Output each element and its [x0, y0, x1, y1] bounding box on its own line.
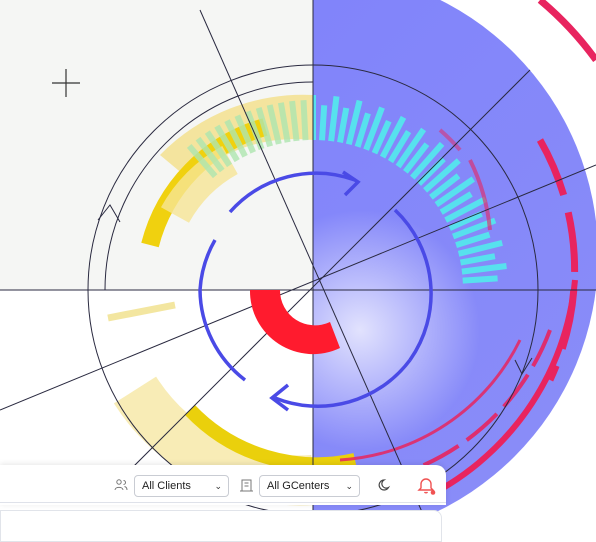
tick-mark [461, 263, 507, 275]
tick-mark [354, 112, 371, 148]
tick-mark [345, 99, 363, 146]
users-icon [114, 479, 128, 491]
tick-mark [448, 211, 483, 231]
clients-select[interactable]: All Clients ⌄ [134, 475, 229, 497]
tick-mark [363, 106, 385, 151]
tick-mark [387, 130, 412, 164]
tick-mark [459, 253, 496, 266]
cyan-ticks: (function(){ var g = document.currentScr… [313, 95, 507, 284]
tick-mark [266, 104, 282, 145]
tick-mark [244, 110, 265, 151]
tick-mark [429, 173, 461, 200]
tick-mark [423, 158, 461, 193]
clients-select-value: All Clients [142, 480, 191, 492]
tick-mark [455, 231, 491, 248]
yellow-ticks: (function(){ var g = document.currentScr… [186, 100, 309, 179]
tick-mark [444, 196, 487, 223]
moon-icon[interactable] [378, 478, 392, 492]
tick-mark [289, 100, 300, 142]
tick-mark [234, 114, 256, 154]
tick-mark [277, 102, 291, 143]
chevron-down-icon: ⌄ [345, 481, 353, 491]
tick-mark [457, 239, 503, 257]
building-icon [240, 479, 253, 492]
tick-mark [328, 96, 340, 142]
tick-mark [255, 107, 273, 148]
tick-mark [439, 191, 473, 215]
tick-mark [337, 107, 350, 143]
notification-dot [430, 490, 436, 495]
bell-icon[interactable] [416, 476, 438, 496]
blue-orbit [198, 170, 433, 412]
tick-mark [319, 105, 328, 141]
gcenters-select[interactable]: All GCenters ⌄ [259, 475, 360, 497]
tick-mark [416, 156, 446, 186]
tick-mark [434, 176, 476, 208]
tick-mark [371, 119, 392, 155]
tick-mark [395, 127, 427, 169]
chevron-down-icon: ⌄ [214, 481, 222, 491]
plus-icon [52, 69, 80, 97]
tick-mark [379, 115, 407, 159]
toolbar-divider [0, 502, 446, 503]
tick-mark [410, 141, 445, 180]
tick-mark [462, 275, 498, 284]
tick-mark [204, 130, 232, 168]
tick-mark [224, 119, 248, 158]
red-arc [249, 290, 340, 355]
tick-mark [195, 136, 225, 173]
tick-mark [186, 143, 218, 179]
content-panel [0, 510, 442, 542]
gcenters-select-value: All GCenters [267, 480, 330, 492]
tick-mark [300, 100, 309, 141]
tick-mark [403, 142, 430, 174]
pink-arcs [339, 0, 596, 503]
tick-mark [214, 124, 240, 163]
